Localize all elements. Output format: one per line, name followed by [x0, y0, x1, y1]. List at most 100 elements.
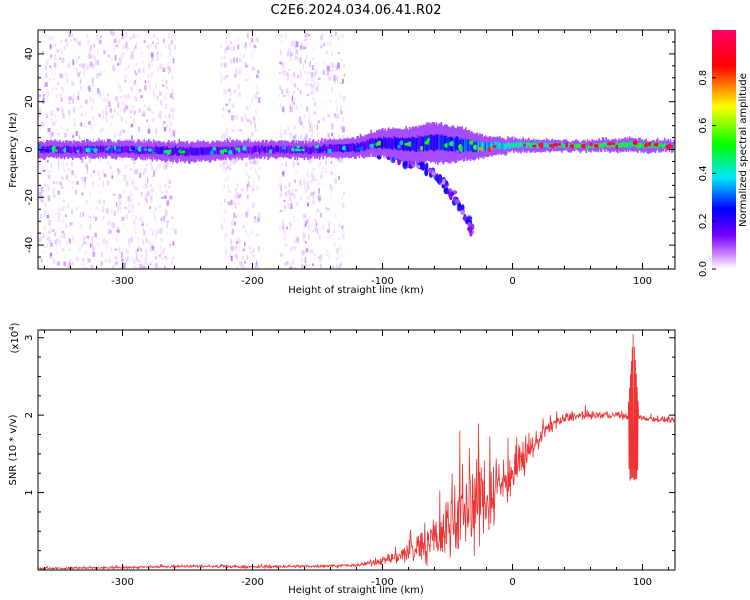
noise-speckle — [242, 248, 245, 252]
noise-speckle — [249, 234, 251, 239]
noise-speckle — [156, 42, 159, 45]
band-core — [71, 146, 74, 154]
noise-speckle — [340, 263, 342, 266]
noise-speckle — [54, 43, 57, 47]
noise-speckle — [96, 60, 99, 66]
noise-speckle — [251, 203, 255, 209]
noise-speckle — [155, 250, 157, 254]
band-core — [561, 142, 563, 147]
dispersion-blob — [466, 216, 473, 221]
band-core — [537, 143, 540, 148]
noise-speckle — [252, 188, 254, 192]
noise-speckle — [131, 135, 133, 141]
noise-speckle — [79, 224, 82, 230]
noise-speckle — [234, 221, 236, 226]
band-core — [250, 147, 253, 155]
noise-speckle — [54, 53, 56, 58]
noise-speckle — [123, 130, 125, 133]
noise-speckle — [236, 57, 238, 63]
noise-speckle — [247, 181, 250, 185]
band-core — [111, 146, 114, 154]
noise-speckle — [330, 161, 333, 164]
band-core — [177, 147, 179, 156]
band-core — [337, 143, 340, 151]
band-core — [310, 147, 313, 154]
band-core — [673, 144, 675, 149]
noise-speckle — [124, 75, 128, 80]
noise-speckle — [289, 107, 292, 113]
noise-speckle — [170, 135, 172, 138]
noise-speckle — [317, 182, 320, 185]
noise-speckle — [231, 115, 234, 121]
noise-speckle — [108, 261, 110, 264]
band-core — [187, 148, 190, 157]
noise-speckle — [152, 111, 154, 115]
noise-speckle — [229, 41, 232, 45]
noise-speckle — [328, 233, 330, 240]
noise-speckle — [87, 40, 90, 45]
band-core — [316, 146, 319, 154]
noise-speckle — [281, 169, 284, 172]
noise-speckle — [292, 259, 295, 264]
noise-speckle — [307, 78, 309, 82]
noise-speckle — [70, 222, 73, 226]
noise-speckle — [160, 113, 162, 120]
noise-speckle — [279, 155, 281, 162]
noise-speckle — [135, 72, 138, 76]
noise-speckle — [252, 66, 255, 71]
noise-speckle — [125, 32, 128, 38]
dispersion-blob — [424, 168, 429, 177]
noise-speckle — [246, 172, 248, 176]
band-core — [332, 145, 335, 153]
noise-speckle — [120, 130, 122, 136]
noise-speckle — [325, 183, 327, 187]
noise-speckle — [144, 85, 147, 91]
noise-speckle — [72, 97, 74, 104]
noise-speckle — [147, 192, 150, 196]
band-core — [562, 143, 564, 148]
noise-speckle — [52, 71, 54, 76]
noise-speckle — [258, 97, 261, 103]
noise-speckle — [54, 55, 56, 62]
band-core — [276, 145, 279, 153]
noise-speckle — [139, 260, 142, 264]
band-hotspot — [301, 148, 306, 152]
noise-speckle — [130, 190, 132, 197]
noise-speckle — [245, 64, 248, 68]
noise-speckle — [289, 52, 292, 58]
noise-speckle — [127, 255, 129, 262]
noise-speckle — [319, 212, 322, 218]
noise-speckle — [130, 80, 132, 83]
band-core — [639, 143, 641, 149]
noise-speckle — [312, 167, 315, 172]
noise-speckle — [105, 208, 109, 214]
band-core — [531, 142, 534, 148]
spectrogram-x-label: Height of straight line (km) — [288, 285, 424, 296]
noise-speckle — [304, 265, 306, 269]
noise-speckle — [302, 232, 306, 238]
band-core — [103, 145, 106, 153]
noise-speckle — [300, 69, 302, 73]
noise-speckle — [71, 181, 74, 184]
noise-speckle — [66, 43, 68, 47]
y-tick-label: 3 — [24, 335, 35, 341]
noise-speckle — [98, 92, 101, 98]
noise-speckle — [294, 167, 296, 170]
dispersion-blob — [454, 199, 459, 204]
noise-speckle — [118, 247, 121, 252]
noise-speckle — [135, 168, 139, 175]
noise-speckle — [165, 82, 169, 86]
band-core — [360, 142, 363, 151]
noise-speckle — [168, 119, 172, 125]
noise-speckle — [334, 179, 337, 184]
band-hotspot — [212, 146, 217, 151]
noise-speckle — [62, 219, 64, 223]
band-core — [654, 144, 657, 149]
noise-speckle — [249, 103, 251, 108]
noise-speckle — [86, 235, 90, 239]
band-core — [308, 146, 310, 154]
noise-speckle — [336, 158, 338, 162]
noise-speckle — [54, 114, 57, 119]
band-core — [432, 135, 434, 151]
